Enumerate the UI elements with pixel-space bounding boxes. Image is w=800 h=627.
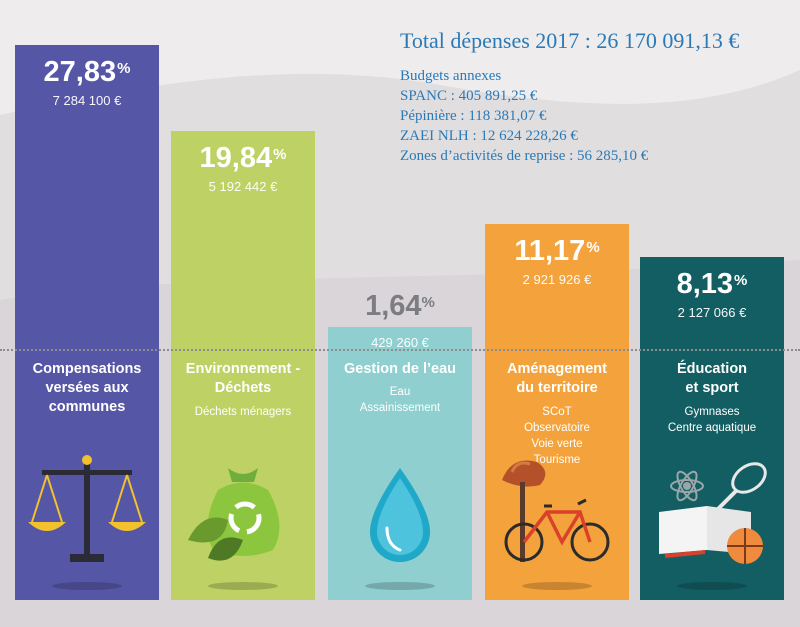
budget-line: Pépinière : 118 381,07 € bbox=[400, 108, 547, 124]
category-line: Éducation bbox=[676, 361, 748, 377]
bar-4: 11,17% 2 921 926 € Aménagement du territoir… bbox=[485, 224, 629, 600]
category-label: Compensations versées aux communes bbox=[15, 360, 159, 417]
header-block: Total dépenses 2017 : 26 170 091,13 € Bu… bbox=[400, 28, 739, 166]
subitem: Tourisme bbox=[533, 454, 581, 466]
budget-line: ZAEI NLH : 12 624 228,26 € bbox=[400, 128, 578, 144]
recycle-bag-icon bbox=[171, 450, 315, 580]
percent-value: 1,64 bbox=[365, 290, 422, 322]
category-line: et sport bbox=[685, 380, 739, 396]
amount-label: 5 192 442 € bbox=[208, 179, 278, 194]
bar-label-group: 1,64% bbox=[328, 291, 472, 321]
budget-line: SPANC : 405 891,25 € bbox=[400, 88, 538, 104]
budgets-title: Budgets annexes bbox=[400, 68, 502, 84]
percent-value: 27,83 bbox=[43, 56, 117, 88]
category-line: communes bbox=[48, 399, 126, 415]
water-drop-icon bbox=[328, 450, 472, 580]
sport-books-icon bbox=[640, 450, 784, 580]
amount-label: 7 284 100 € bbox=[52, 93, 122, 108]
category-line: du territoire bbox=[516, 380, 598, 396]
subitem: Déchets ménagers bbox=[194, 406, 292, 418]
percent-sign: % bbox=[586, 239, 600, 256]
bar-5: 8,13% 2 127 066 € Éducation et sport Gymnase… bbox=[640, 257, 784, 600]
subitem: Eau bbox=[389, 386, 411, 398]
category-line: Gestion de l’eau bbox=[344, 361, 456, 377]
budget-line: Zones d’activités de reprise : 56 285,10… bbox=[400, 148, 649, 164]
percent-label: 27,83% bbox=[15, 57, 159, 87]
category-line: Déchets bbox=[214, 380, 272, 396]
percent-label: 1,64% bbox=[328, 291, 472, 321]
icon-shadow bbox=[208, 582, 278, 590]
subitem: Centre aquatique bbox=[667, 422, 757, 434]
category-line: Compensations bbox=[32, 361, 142, 377]
icon-shadow bbox=[52, 582, 122, 590]
bar-1: 27,83% 7 284 100 € Compensations versées au… bbox=[15, 45, 159, 600]
subitem: SCoT bbox=[542, 406, 572, 418]
category-label: Environnement - Déchets bbox=[171, 360, 315, 398]
percent-sign: % bbox=[421, 294, 435, 311]
bar-2: 19,84% 5 192 442 € Environnement - Déchets D… bbox=[171, 131, 315, 600]
category-line: versées aux bbox=[45, 380, 129, 396]
percent-sign: % bbox=[734, 272, 748, 289]
icon-shadow bbox=[365, 582, 435, 590]
subitems-list: Déchets ménagers bbox=[171, 404, 315, 420]
percent-value: 19,84 bbox=[199, 142, 273, 174]
subitems-list: Eau Assainissement bbox=[328, 384, 472, 416]
percent-label: 8,13% bbox=[640, 269, 784, 299]
category-label: Aménagement du territoire bbox=[485, 360, 629, 398]
subitem: Observatoire bbox=[524, 422, 590, 434]
bar-3: 429 260 € Gestion de l’eau Eau Assainisseme… bbox=[328, 327, 472, 600]
amount-label: 2 127 066 € bbox=[677, 305, 747, 320]
category-label: Gestion de l’eau bbox=[328, 360, 472, 379]
subitem: Voie verte bbox=[531, 438, 583, 450]
percent-value: 8,13 bbox=[676, 268, 734, 300]
scales-icon bbox=[15, 450, 159, 580]
subitem: Gymnases bbox=[684, 406, 740, 418]
percent-label: 11,17% bbox=[485, 236, 629, 266]
amount-label: 2 921 926 € bbox=[522, 272, 592, 287]
icon-shadow bbox=[677, 582, 747, 590]
bicycle-tree-icon bbox=[485, 450, 629, 580]
baseline-dotted-line bbox=[0, 349, 800, 351]
percent-value: 11,17 bbox=[514, 235, 586, 267]
percent-label: 19,84% bbox=[171, 143, 315, 173]
category-label: Éducation et sport bbox=[640, 360, 784, 398]
icon-shadow bbox=[522, 582, 592, 590]
amount-label: 429 260 € bbox=[371, 335, 429, 350]
subitem: Assainissement bbox=[359, 402, 441, 414]
percent-sign: % bbox=[117, 60, 131, 77]
category-line: Aménagement bbox=[507, 361, 607, 377]
subitems-list: SCoT Observatoire Voie verte Tourisme bbox=[485, 404, 629, 468]
category-line: Environnement - bbox=[185, 361, 301, 377]
percent-sign: % bbox=[273, 146, 287, 163]
subitems-list: Gymnases Centre aquatique bbox=[640, 404, 784, 436]
chart-title: Total dépenses 2017 : 26 170 091,13 € bbox=[400, 28, 740, 53]
